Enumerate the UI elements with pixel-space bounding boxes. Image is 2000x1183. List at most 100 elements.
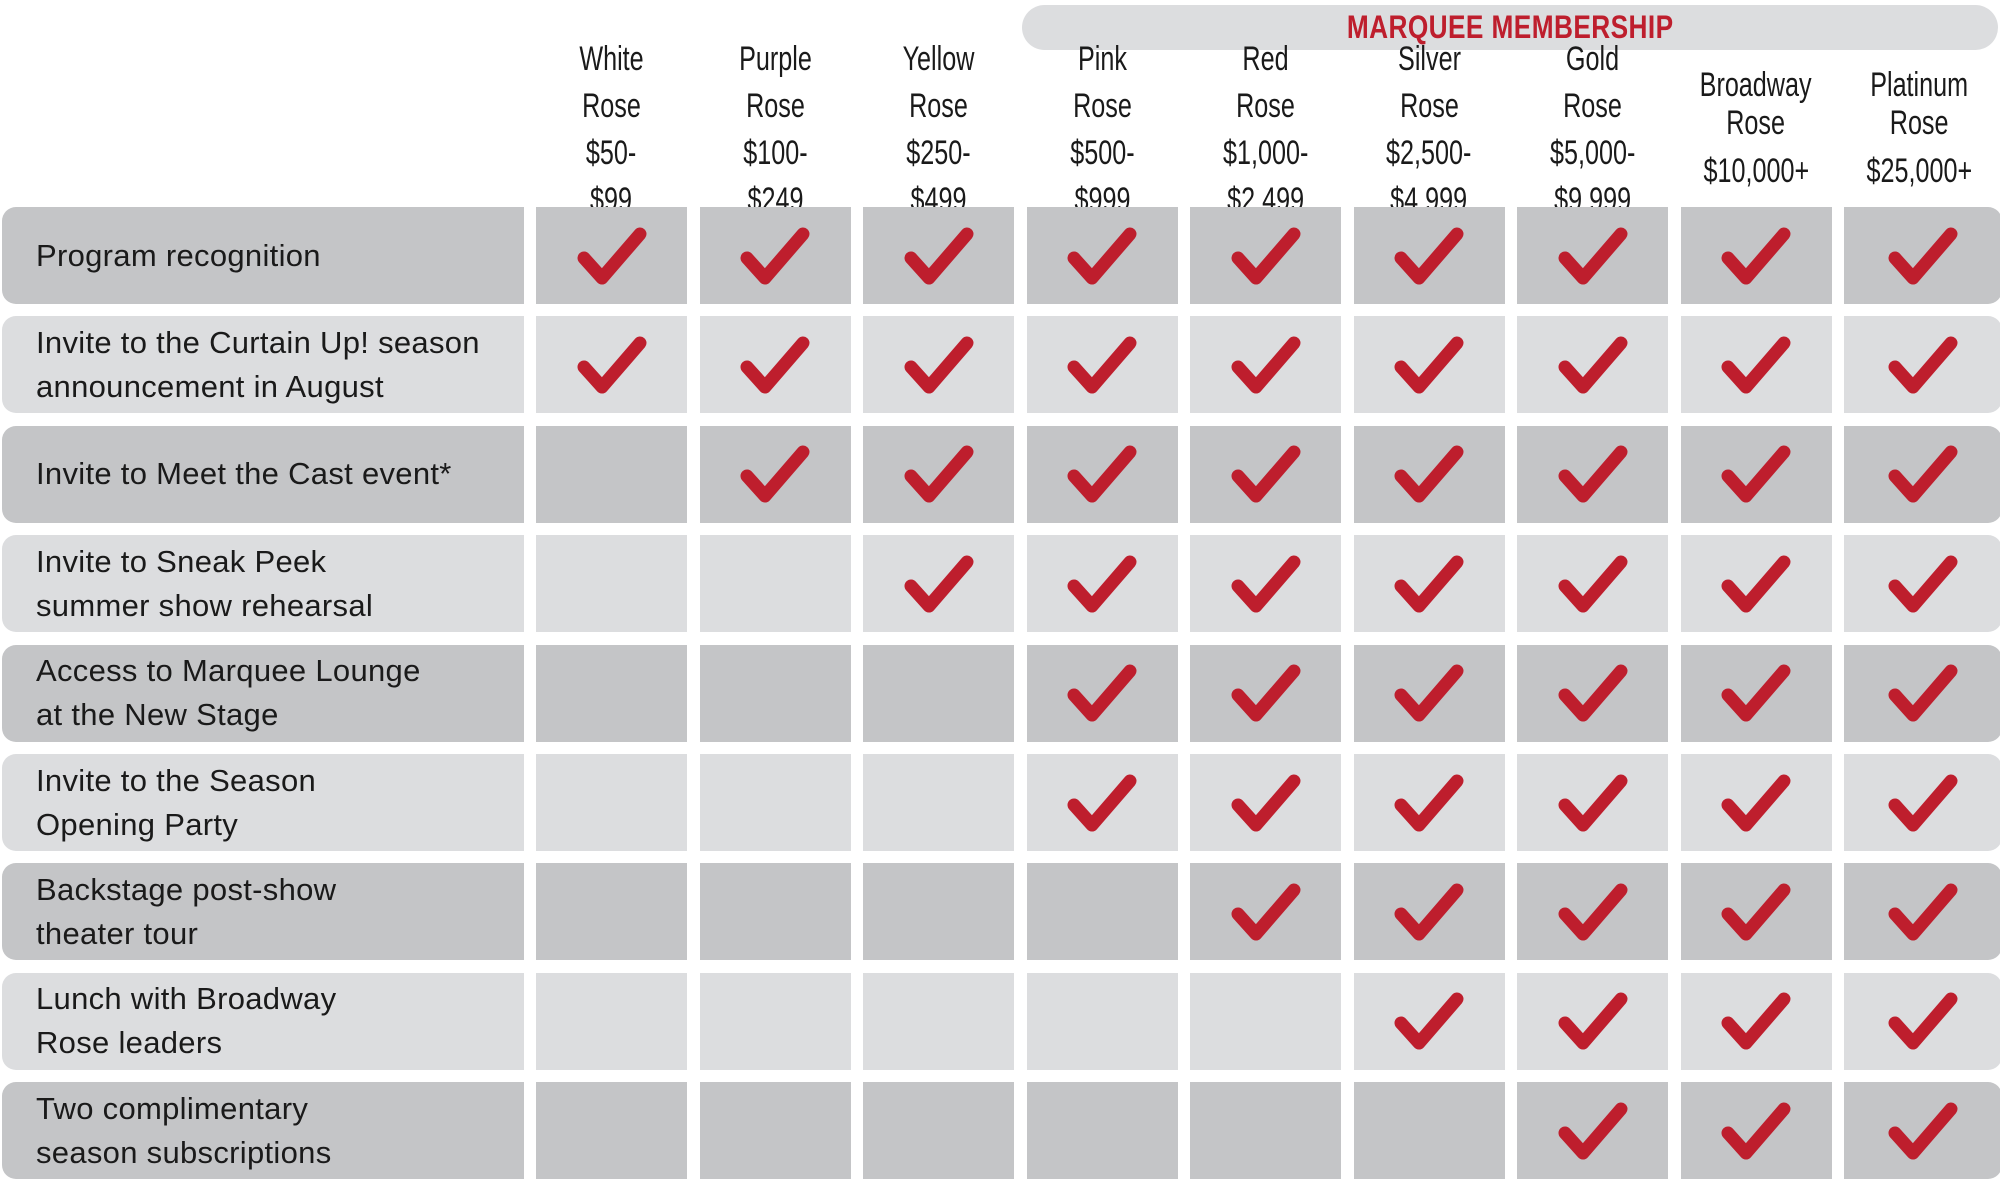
benefit-cell: [1517, 754, 1668, 851]
benefit-cell: [1844, 1082, 2000, 1180]
benefit-cell: [536, 207, 687, 304]
checkmark-icon: [1231, 445, 1300, 503]
benefit-cell: [1353, 863, 1505, 961]
checkmark-icon: [1888, 1102, 1958, 1160]
benefit-cell: [863, 972, 1014, 1070]
checkmark-icon: [904, 336, 973, 394]
benefit-label-cell: Lunch with Broadway Rose leaders: [2, 972, 524, 1070]
benefit-cell: [1190, 425, 1341, 523]
benefit-cell: [863, 1082, 1014, 1180]
tier-name: Red Rose: [1236, 40, 1295, 125]
benefit-cell: [1680, 644, 1832, 742]
benefit-cell: [863, 863, 1014, 961]
checkmark-icon: [1394, 336, 1464, 394]
benefit-cell: [699, 644, 851, 742]
benefit-label: Lunch with Broadway Rose leaders: [36, 981, 337, 1061]
tier-price: $10,000+: [1703, 151, 1809, 190]
tier-name: Yellow Rose: [902, 40, 975, 125]
benefit-cell: [699, 863, 851, 961]
tier-header: Pink Rose $500- $999: [1027, 40, 1178, 219]
checkmark-icon: [1558, 555, 1627, 613]
checkmark-icon: [740, 445, 810, 503]
tier-header: White Rose $50- $99: [536, 40, 687, 219]
checkmark-icon: [1231, 555, 1300, 613]
checkmark-icon: [577, 336, 646, 394]
benefit-label: Backstage post-show theater tour: [36, 871, 337, 951]
benefit-cell: [699, 316, 851, 414]
tier-name: Broadway Rose: [1700, 65, 1812, 142]
benefit-cell: [1353, 425, 1505, 523]
benefit-label: Invite to the Season Opening Party: [36, 762, 317, 842]
checkmark-icon: [1558, 774, 1627, 831]
checkmark-icon: [1888, 445, 1958, 503]
benefit-cell: [1026, 207, 1178, 304]
benefit-cell: [1517, 972, 1668, 1070]
benefit-label: Invite to the Curtain Up! season announc…: [36, 324, 480, 404]
checkmark-icon: [1394, 774, 1464, 831]
banner-title: MARQUEE MEMBERSHIP: [1346, 9, 1674, 45]
tier-header: Silver Rose $2,500- $4,999: [1354, 40, 1505, 219]
benefit-cell: [1190, 972, 1341, 1070]
checkmark-icon: [1721, 1102, 1791, 1160]
benefit-label-cell: Invite to Sneak Peek summer show rehears…: [2, 535, 524, 633]
checkmark-icon: [904, 555, 973, 613]
checkmark-icon: [1721, 992, 1791, 1050]
benefit-cell: [1026, 972, 1178, 1070]
checkmark-icon: [1558, 227, 1627, 284]
checkmark-icon: [1721, 883, 1791, 941]
checkmark-icon: [1394, 445, 1464, 503]
tier-header: Purple Rose $100- $249: [700, 40, 851, 219]
benefit-cell: [1844, 207, 2000, 304]
benefit-cell: [536, 1082, 687, 1180]
benefit-cell: [536, 754, 687, 851]
checkmark-icon: [1394, 992, 1464, 1050]
checkmark-icon: [1067, 664, 1137, 722]
checkmark-icon: [1721, 555, 1791, 613]
benefit-cell: [536, 972, 687, 1070]
tier-name: Pink Rose: [1072, 40, 1132, 125]
tier-name: Silver Rose: [1397, 40, 1461, 125]
checkmark-icon: [1721, 445, 1791, 503]
tier-name: White Rose: [579, 40, 644, 125]
benefit-cell: [1026, 863, 1178, 961]
benefit-cell: [1517, 644, 1668, 742]
benefit-cell: [1844, 644, 2000, 742]
benefit-cell: [1190, 207, 1341, 304]
checkmark-icon: [1067, 227, 1137, 284]
tier-price: $25,000+: [1866, 151, 1973, 190]
benefit-cell: [863, 535, 1014, 633]
benefit-cell: [1517, 863, 1668, 961]
tier-header: Gold Rose $5,000- $9,999: [1517, 40, 1668, 219]
benefit-cell: [1517, 535, 1668, 633]
benefit-cell: [699, 754, 851, 851]
checkmark-icon: [1231, 336, 1300, 394]
benefit-cell: [863, 425, 1014, 523]
benefit-cell: [536, 425, 687, 523]
benefit-cell: [1844, 535, 2000, 633]
tier-header: Broadway Rose $10,000+: [1681, 60, 1832, 200]
tier-price: $500- $999: [1069, 134, 1135, 219]
checkmark-icon: [1558, 883, 1627, 941]
tier-header: Platinum Rose $25,000+: [1844, 60, 1995, 200]
benefit-cell: [1680, 316, 1832, 414]
benefit-cell: [863, 644, 1014, 742]
benefit-cell: [1353, 1082, 1505, 1180]
checkmark-icon: [740, 336, 810, 394]
benefit-cell: [1026, 644, 1178, 742]
benefit-cell: [1190, 863, 1341, 961]
benefit-cell: [1844, 972, 2000, 1070]
checkmark-icon: [1558, 992, 1627, 1050]
checkmark-icon: [1231, 774, 1300, 831]
benefit-cell: [536, 316, 687, 414]
tier-name: Gold Rose: [1563, 40, 1622, 125]
benefit-cell: [1844, 425, 2000, 523]
checkmark-icon: [1067, 336, 1137, 394]
benefit-cell: [1680, 972, 1832, 1070]
checkmark-icon: [1394, 227, 1464, 284]
checkmark-icon: [1888, 336, 1958, 394]
benefit-cell: [1517, 425, 1668, 523]
checkmark-icon: [1231, 664, 1300, 722]
checkmark-icon: [1888, 774, 1958, 831]
checkmark-icon: [1231, 227, 1300, 284]
benefit-label: Invite to Sneak Peek summer show rehears…: [36, 543, 374, 623]
